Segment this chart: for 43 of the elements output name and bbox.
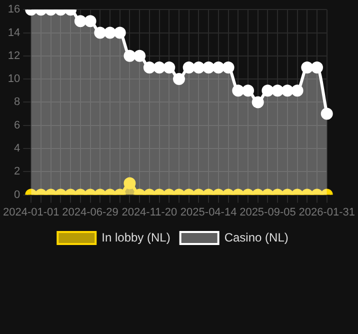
y-tick-label: 10 <box>8 73 20 86</box>
point <box>222 61 234 74</box>
point <box>291 84 304 97</box>
point <box>84 15 96 28</box>
point <box>173 73 185 86</box>
point <box>232 84 244 97</box>
y-tick-label: 4 <box>14 142 20 155</box>
point <box>114 26 126 39</box>
point <box>320 108 333 120</box>
point <box>104 26 116 39</box>
point <box>262 84 274 97</box>
y-tick-label: 8 <box>14 96 20 108</box>
point <box>252 96 264 108</box>
point <box>143 61 156 74</box>
point <box>182 61 195 74</box>
point <box>74 15 86 28</box>
point <box>281 84 294 97</box>
y-tick-label: 14 <box>8 26 20 39</box>
point <box>212 61 224 74</box>
x-tick-label: 2026-01-31 <box>298 206 356 218</box>
point <box>153 61 166 74</box>
point <box>192 61 205 74</box>
point <box>124 50 136 62</box>
point <box>301 61 314 74</box>
x-tick-label: 2025-09-05 <box>240 206 296 218</box>
y-tick-label: 6 <box>14 119 20 132</box>
x-tick-label: 2025-04-14 <box>180 206 237 218</box>
point <box>202 61 215 74</box>
y-tick-label: 12 <box>8 50 20 62</box>
y-tick-label: 16 <box>8 4 20 16</box>
point <box>94 26 106 39</box>
point <box>163 61 176 74</box>
legend-label: In lobby (NL) <box>102 230 170 244</box>
y-tick-label: 0 <box>14 188 20 201</box>
x-tick-label: 2024-06-29 <box>62 206 118 218</box>
point <box>134 50 146 62</box>
point <box>311 61 324 74</box>
y-tick-label: 2 <box>14 166 20 178</box>
point <box>272 84 284 97</box>
x-tick-label: 2024-01-01 <box>2 206 60 218</box>
legend-label: Casino (NL) <box>224 230 288 244</box>
point <box>242 84 254 97</box>
x-tick-label: 2024-11-20 <box>122 206 178 218</box>
